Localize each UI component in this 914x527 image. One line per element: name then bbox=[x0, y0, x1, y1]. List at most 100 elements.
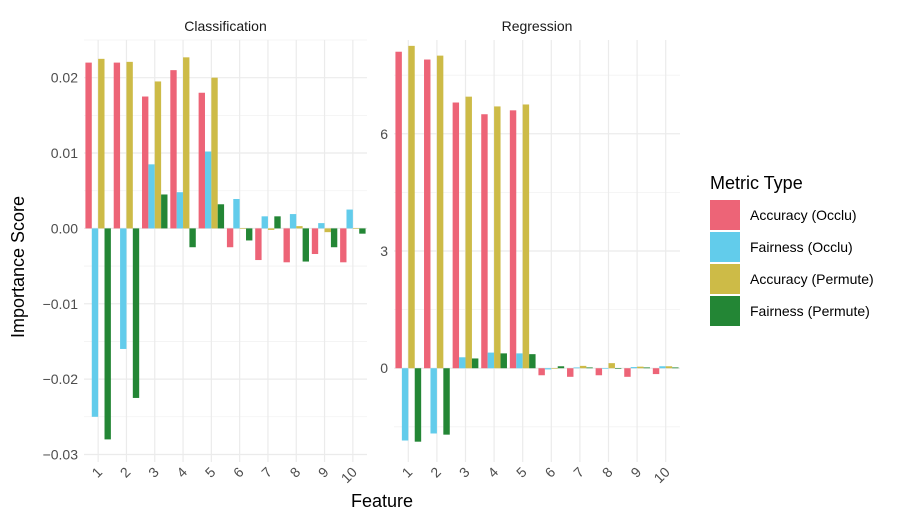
x-axis-title: Feature bbox=[351, 491, 413, 511]
legend-items: Accuracy (Occlu) Fairness (Occlu) Accuracy… bbox=[710, 200, 874, 326]
bar bbox=[551, 368, 558, 369]
bar bbox=[170, 70, 177, 229]
panels-layer: −0.03−0.02−0.010.000.010.021 2 3 4 5 6 7 8 9 10Cl… bbox=[43, 18, 680, 486]
bar bbox=[522, 104, 530, 369]
legend-label: Accuracy (Occlu) bbox=[750, 207, 857, 223]
legend-swatch bbox=[710, 264, 740, 294]
bar bbox=[148, 164, 155, 229]
x-tick-label: 6 bbox=[230, 464, 247, 481]
bar bbox=[602, 368, 609, 369]
bar bbox=[579, 365, 587, 369]
y-tick-label: 0.01 bbox=[51, 145, 78, 161]
bar bbox=[608, 363, 615, 369]
legend-swatch bbox=[710, 232, 740, 262]
bar bbox=[226, 228, 234, 248]
bar bbox=[586, 367, 593, 369]
bar bbox=[267, 228, 275, 230]
legend-label: Fairness (Occlu) bbox=[750, 239, 853, 255]
bar bbox=[352, 228, 360, 229]
bar bbox=[176, 192, 184, 229]
bar bbox=[311, 228, 319, 255]
x-tick-label: 1 bbox=[399, 464, 416, 481]
bar bbox=[91, 228, 99, 417]
legend: Metric Type Accuracy (Occlu) Fairness (Oc… bbox=[710, 173, 874, 326]
legend-label: Fairness (Permute) bbox=[750, 303, 870, 319]
bar bbox=[120, 228, 127, 349]
bar bbox=[652, 368, 660, 375]
x-tick-label: 6 bbox=[542, 464, 559, 481]
bar bbox=[239, 228, 247, 229]
bar bbox=[198, 92, 205, 229]
bar bbox=[516, 353, 523, 369]
bar bbox=[408, 45, 415, 369]
bar bbox=[142, 96, 149, 229]
bar bbox=[659, 366, 666, 369]
bar bbox=[538, 368, 545, 376]
bar bbox=[414, 368, 422, 442]
bar bbox=[471, 358, 479, 369]
bar bbox=[296, 226, 303, 229]
x-tick-label: 3 bbox=[456, 464, 473, 481]
bar bbox=[643, 367, 650, 369]
bar bbox=[672, 367, 679, 369]
bar bbox=[233, 199, 240, 229]
y-tick-label: −0.01 bbox=[43, 296, 79, 312]
x-tick-label: 5 bbox=[202, 464, 219, 481]
legend-title: Metric Type bbox=[710, 173, 803, 193]
bar bbox=[261, 216, 268, 229]
y-tick-label: 0 bbox=[380, 360, 388, 376]
bar bbox=[274, 216, 281, 229]
y-tick-label: 3 bbox=[380, 243, 388, 259]
bar bbox=[183, 57, 190, 229]
x-tick-label: 10 bbox=[338, 464, 360, 486]
x-tick-label: 2 bbox=[427, 464, 444, 481]
y-tick-label: −0.02 bbox=[43, 371, 79, 387]
x-tick-label: 7 bbox=[570, 464, 587, 481]
bar bbox=[211, 77, 218, 229]
bar bbox=[401, 368, 409, 441]
bar bbox=[104, 228, 111, 440]
bar bbox=[614, 368, 622, 369]
bar bbox=[289, 214, 297, 229]
y-tick-label: 0.00 bbox=[51, 220, 78, 236]
bar bbox=[113, 62, 121, 229]
bar bbox=[443, 368, 450, 435]
bar bbox=[494, 106, 501, 369]
legend-swatch bbox=[710, 296, 740, 326]
x-tick-label: 9 bbox=[627, 464, 644, 481]
x-tick-label: 3 bbox=[145, 464, 162, 481]
x-tick-label: 2 bbox=[117, 464, 134, 481]
bar bbox=[430, 368, 437, 434]
bar bbox=[98, 58, 105, 229]
bar bbox=[395, 51, 402, 369]
y-tick-label: 0.02 bbox=[51, 70, 78, 86]
x-tick-label: 5 bbox=[513, 464, 530, 481]
bar bbox=[126, 61, 133, 229]
bar bbox=[529, 354, 536, 369]
bar bbox=[318, 223, 325, 229]
legend-item: Fairness (Occlu) bbox=[710, 232, 853, 262]
bar bbox=[340, 228, 347, 263]
bar bbox=[132, 228, 140, 398]
bar bbox=[624, 368, 631, 377]
legend-item: Accuracy (Permute) bbox=[710, 264, 874, 294]
x-tick-label: 10 bbox=[650, 464, 672, 486]
bar bbox=[557, 366, 565, 369]
bar bbox=[465, 96, 472, 369]
bar bbox=[436, 55, 444, 369]
bar bbox=[85, 62, 92, 229]
legend-item: Accuracy (Occlu) bbox=[710, 200, 857, 230]
panel-title: Regression bbox=[502, 18, 573, 34]
panel-1: −0.03 −0.02 −0.01 0.00 0.01 0.02 1 2 3 4 5 6 7 8 9 10 Cl… bbox=[43, 18, 367, 486]
bar bbox=[459, 357, 466, 369]
bar bbox=[161, 194, 168, 229]
bar bbox=[359, 228, 366, 234]
bar bbox=[573, 367, 580, 369]
x-tick-label: 8 bbox=[599, 464, 616, 481]
bar bbox=[500, 353, 507, 369]
bar bbox=[637, 366, 644, 369]
bar bbox=[424, 59, 431, 369]
bar bbox=[630, 367, 638, 369]
